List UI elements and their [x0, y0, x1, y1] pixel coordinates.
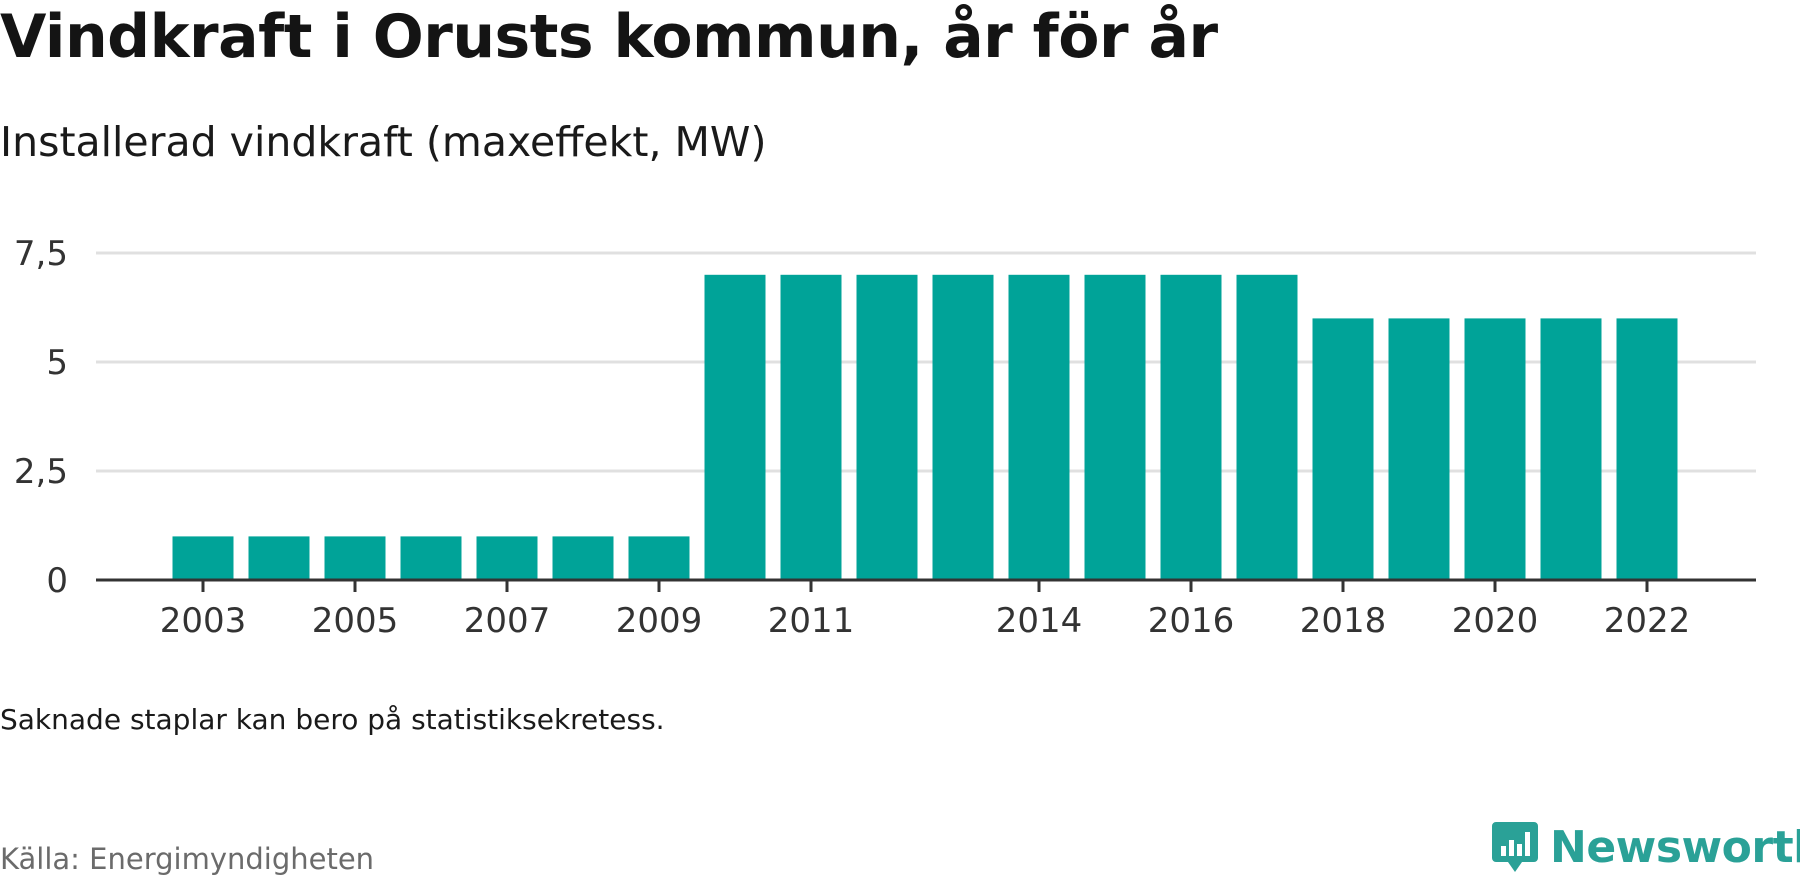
bar-2005[interactable] — [324, 536, 386, 580]
brand-name: Newsworthy — [1550, 821, 1800, 873]
y-tick-label: 5 — [46, 343, 68, 383]
bar-2019[interactable] — [1388, 318, 1450, 580]
x-tick-label: 2007 — [464, 601, 551, 641]
x-tick-label: 2011 — [768, 601, 855, 641]
x-tick-label: 2005 — [312, 601, 399, 641]
brand-logo[interactable]: Newsworthy — [1490, 820, 1800, 874]
bar-2004[interactable] — [248, 536, 310, 580]
y-tick-label: 7,5 — [14, 234, 68, 274]
bar-chart: 0 2,5 5 7,5 2003 2005 2007 2009 2011 2014 2016 201… — [14, 234, 1756, 641]
y-tick-label: 2,5 — [14, 452, 68, 492]
bar-2021[interactable] — [1540, 318, 1602, 580]
bar-2017[interactable] — [1236, 274, 1298, 580]
bar-2003[interactable] — [172, 536, 234, 580]
bar-2008[interactable] — [552, 536, 614, 580]
x-tick-label: 2009 — [616, 601, 703, 641]
bar-2012[interactable] — [856, 274, 918, 580]
bar-2011[interactable] — [780, 274, 842, 580]
bar-2013[interactable] — [932, 274, 994, 580]
x-tick-label: 2003 — [160, 601, 247, 641]
chart-title: Vindkraft i Orusts kommun, år för år — [0, 2, 1218, 72]
bar-2014[interactable] — [1008, 274, 1070, 580]
x-tick-labels: 2003 2005 2007 2009 2011 2014 2016 2018 2020 2022 — [160, 601, 1691, 641]
y-tick-label: 0 — [46, 561, 68, 601]
bars — [172, 274, 1678, 580]
bar-2020[interactable] — [1464, 318, 1526, 580]
x-tick-label: 2016 — [1148, 601, 1235, 641]
footnote: Saknade staplar kan bero på statistiksek… — [0, 703, 665, 736]
bar-2010[interactable] — [704, 274, 766, 580]
x-tick-label: 2022 — [1604, 601, 1691, 641]
bar-2015[interactable] — [1084, 274, 1146, 580]
bar-2009[interactable] — [628, 536, 690, 580]
bar-2018[interactable] — [1312, 318, 1374, 580]
x-tick-label: 2018 — [1300, 601, 1387, 641]
source-label: Källa: Energimyndigheten — [0, 842, 375, 876]
bar-2006[interactable] — [400, 536, 462, 580]
bar-2022[interactable] — [1616, 318, 1678, 580]
x-tick-label: 2020 — [1452, 601, 1539, 641]
bar-2016[interactable] — [1160, 274, 1222, 580]
x-tick-label: 2014 — [996, 601, 1083, 641]
chart-subtitle: Installerad vindkraft (maxeffekt, MW) — [0, 118, 767, 166]
y-tick-labels: 0 2,5 5 7,5 — [14, 234, 68, 601]
axes — [96, 578, 1756, 592]
bar-2007[interactable] — [476, 536, 538, 580]
newsworthy-logo-icon — [1492, 822, 1538, 872]
